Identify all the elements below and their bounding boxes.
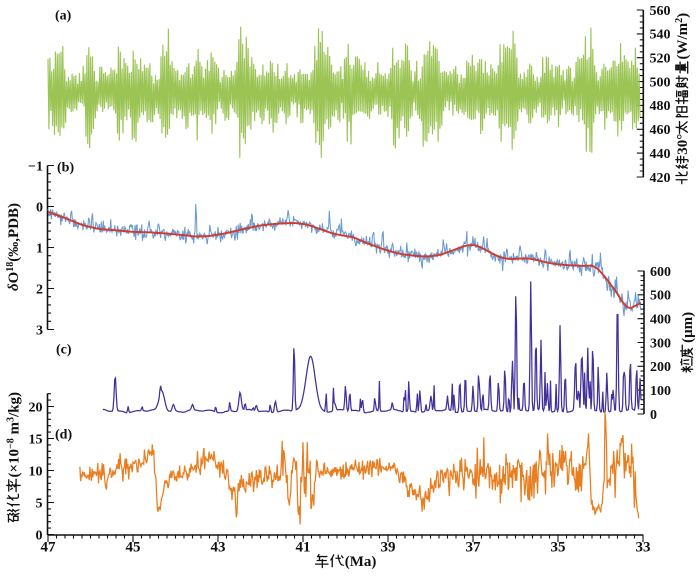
svg-text:41: 41 <box>296 540 311 556</box>
svg-text:5: 5 <box>36 496 43 511</box>
svg-text:460: 460 <box>650 123 671 138</box>
svg-text:10: 10 <box>29 464 43 479</box>
svg-text:(d): (d) <box>55 428 72 443</box>
svg-text:500: 500 <box>650 75 671 90</box>
svg-text:560: 560 <box>650 4 671 19</box>
svg-text:520: 520 <box>650 52 671 67</box>
svg-text:30°: 30° <box>675 134 691 155</box>
svg-text:(a): (a) <box>55 9 72 24</box>
svg-text:0: 0 <box>36 528 43 543</box>
svg-text:100: 100 <box>650 384 671 399</box>
svg-text:20: 20 <box>29 400 43 415</box>
svg-text:39: 39 <box>381 540 396 556</box>
svg-text:3: 3 <box>36 323 43 338</box>
svg-text:400: 400 <box>650 313 671 328</box>
svg-text:600: 600 <box>650 265 671 280</box>
svg-text:500: 500 <box>650 289 671 304</box>
svg-text:0: 0 <box>36 200 43 215</box>
svg-text:0: 0 <box>650 408 657 423</box>
svg-text:440: 440 <box>650 147 671 162</box>
svg-text:200: 200 <box>650 360 671 375</box>
svg-text:−1: −1 <box>28 159 43 174</box>
svg-text:300: 300 <box>650 336 671 351</box>
svg-text:15: 15 <box>29 432 43 447</box>
svg-text:35: 35 <box>551 540 566 556</box>
svg-text:(×10−8 m3/kg): (×10−8 m3/kg) <box>6 392 23 478</box>
svg-text:2: 2 <box>36 282 43 297</box>
svg-text:(μm): (μm) <box>680 312 696 343</box>
svg-text:(c): (c) <box>56 343 72 358</box>
svg-text:540: 540 <box>650 28 671 43</box>
svg-text:420: 420 <box>650 171 671 186</box>
svg-text:37: 37 <box>466 540 482 556</box>
svg-text:(Ma): (Ma) <box>345 554 377 570</box>
svg-text:δO18(‰,PDB): δO18(‰,PDB) <box>5 203 22 291</box>
svg-text:(b): (b) <box>57 161 74 176</box>
svg-text:43: 43 <box>211 540 226 556</box>
svg-text:(W/m2): (W/m2) <box>674 13 691 60</box>
svg-text:47: 47 <box>41 540 57 556</box>
svg-text:33: 33 <box>636 540 651 556</box>
svg-text:480: 480 <box>650 99 671 114</box>
svg-text:45: 45 <box>126 540 141 556</box>
svg-text:1: 1 <box>36 241 43 256</box>
